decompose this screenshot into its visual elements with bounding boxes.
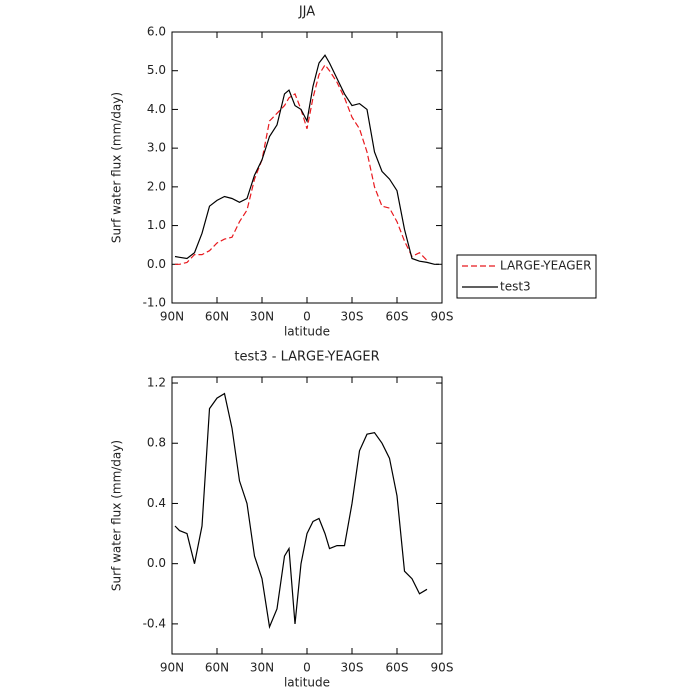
- plot-frame: [171, 31, 443, 304]
- y-tick-label: 3.0: [147, 141, 166, 155]
- y-tick-label: 2.0: [147, 179, 166, 193]
- x-tick-label: 0: [303, 661, 311, 675]
- y-axis-label: Surf water flux (mm/day): [110, 440, 124, 591]
- chart-title: JJA: [298, 5, 315, 20]
- y-tick-label: -1.0: [143, 296, 166, 310]
- chart-title: test3 - LARGE-YEAGER: [234, 350, 379, 365]
- plot-frame: [171, 376, 443, 655]
- y-tick-label: 1.2: [147, 376, 166, 390]
- y-axis-label: Surf water flux (mm/day): [110, 92, 124, 243]
- x-tick-label: 90S: [431, 310, 454, 324]
- x-tick-label: 30S: [341, 661, 364, 675]
- x-tick-label: 90N: [160, 661, 184, 675]
- series-line: [174, 392, 428, 630]
- y-tick-label: 6.0: [147, 25, 166, 39]
- x-tick-label: 0: [303, 310, 311, 324]
- y-tick-label: 5.0: [147, 63, 166, 77]
- x-tick-label: 90S: [431, 661, 454, 675]
- series-line: [174, 54, 439, 265]
- x-tick-label: 60N: [205, 310, 229, 324]
- x-tick-label: 60S: [386, 310, 409, 324]
- legend-label: LARGE-YEAGER: [500, 259, 591, 273]
- legend-box: [456, 254, 597, 299]
- x-tick-label: 60N: [205, 661, 229, 675]
- x-tick-label: 90N: [160, 310, 184, 324]
- y-tick-label: 0.8: [147, 436, 166, 450]
- x-tick-label: 30S: [341, 310, 364, 324]
- x-axis-label: latitude: [284, 325, 330, 339]
- x-tick-label: 30N: [250, 310, 274, 324]
- x-tick-label: 60S: [386, 661, 409, 675]
- y-tick-label: 4.0: [147, 102, 166, 116]
- series-line: [175, 63, 428, 265]
- y-tick-label: 0.4: [147, 496, 166, 510]
- y-tick-label: 1.0: [147, 218, 166, 232]
- y-tick-label: 0.0: [147, 257, 166, 271]
- x-tick-label: 30N: [250, 661, 274, 675]
- legend-label: test3: [500, 280, 531, 294]
- y-tick-label: 0.0: [147, 556, 166, 570]
- x-axis-label: latitude: [284, 676, 330, 690]
- y-tick-label: -0.4: [143, 616, 166, 630]
